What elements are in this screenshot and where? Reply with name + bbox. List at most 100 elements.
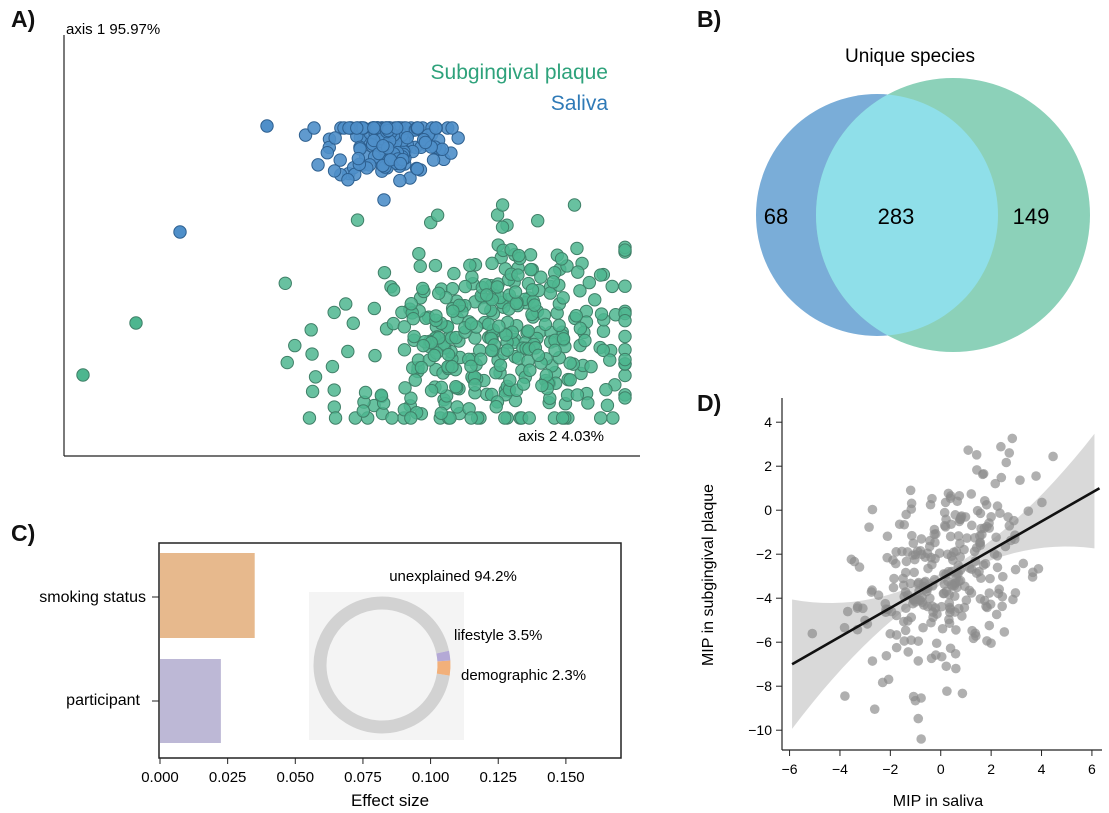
plaque-point <box>582 275 597 290</box>
mip-point <box>899 636 910 646</box>
plaque-point <box>498 411 512 425</box>
mip-point <box>996 472 1007 483</box>
plaque-point <box>445 359 459 374</box>
y-tick-label: −6 <box>756 634 772 650</box>
donut-slice-demographic <box>436 650 451 662</box>
plaque-point <box>350 213 365 227</box>
mip-point <box>962 533 972 543</box>
plaque-point <box>618 352 632 367</box>
saliva-point <box>445 121 459 135</box>
mip-point <box>971 450 982 460</box>
plaque-point <box>412 246 426 261</box>
mip-point <box>946 579 957 590</box>
plaque-point <box>573 321 588 336</box>
plaque-point <box>493 358 508 373</box>
mip-point <box>906 612 917 623</box>
mip-point <box>926 617 936 628</box>
mip-point <box>864 522 874 532</box>
plaque-point <box>618 368 632 383</box>
mip-point <box>931 638 942 649</box>
plaque-point <box>327 305 341 320</box>
plaque-point <box>406 311 420 326</box>
y-tick-label: −4 <box>756 590 772 606</box>
mip-points <box>807 433 1058 744</box>
mip-point <box>908 598 918 609</box>
x-tick-label: −2 <box>882 761 898 777</box>
plaque-points <box>76 198 632 425</box>
mip-point <box>908 691 919 702</box>
pcoa-x-axis-label: axis 2 4.03% <box>518 428 604 445</box>
plaque-point <box>499 328 513 342</box>
plaque-point <box>538 317 553 332</box>
saliva-point <box>400 130 414 145</box>
plaque-point <box>428 258 443 273</box>
mip-x-ticks: −6 −4 −2 0 2 4 6 <box>782 750 1096 777</box>
plaque-point <box>450 400 464 414</box>
panel-label-b: B) <box>697 6 722 32</box>
mip-point <box>984 588 995 598</box>
mip-y-ticks: 4 2 0 −2 −4 −6 −8 −10 <box>748 414 782 738</box>
mip-point <box>974 566 984 577</box>
x-tick-label: 0.150 <box>547 769 585 786</box>
plaque-point <box>521 324 535 338</box>
y-tick-label: 0 <box>764 502 772 518</box>
plaque-point <box>552 318 566 333</box>
bar-smoking-status <box>160 553 255 638</box>
mip-point <box>903 647 914 657</box>
plaque-point <box>458 279 472 294</box>
mip-point <box>867 504 878 515</box>
saliva-point <box>379 121 394 135</box>
mip-point <box>966 564 977 575</box>
plaque-point <box>618 313 632 328</box>
saliva-point <box>307 121 321 135</box>
panel-label-d: D) <box>697 390 722 416</box>
saliva-point <box>426 153 441 167</box>
mip-point <box>888 582 899 593</box>
saliva-point <box>328 131 342 145</box>
mip-point <box>873 590 884 601</box>
mip-point <box>996 441 1006 452</box>
plaque-point <box>305 347 319 361</box>
plaque-point <box>508 285 523 299</box>
plaque-point <box>367 301 382 316</box>
plaque-point <box>500 343 515 357</box>
saliva-point <box>350 121 364 135</box>
plaque-point <box>503 373 517 387</box>
x-tick-label: 4 <box>1038 761 1046 777</box>
mip-point <box>945 491 956 501</box>
plaque-point <box>556 332 571 346</box>
mip-point <box>1007 433 1018 444</box>
plaque-point <box>464 359 478 374</box>
mip-point <box>839 622 850 633</box>
plaque-point <box>594 307 609 321</box>
plaque-point <box>434 406 448 420</box>
category-smoking-status: smoking status <box>39 589 146 606</box>
saliva-point <box>298 128 313 142</box>
mip-point <box>912 546 923 556</box>
mip-point <box>981 601 991 612</box>
panel-label-c: C) <box>11 520 36 546</box>
venn-saliva-count: 68 <box>764 204 788 229</box>
panel-label-a: A) <box>11 6 36 32</box>
mip-point <box>961 595 972 606</box>
plaque-point <box>618 243 632 257</box>
venn-diagram: Unique species 68 283 149 <box>756 46 1090 352</box>
x-tick-label: 6 <box>1088 761 1096 777</box>
mip-point <box>985 573 995 584</box>
plaque-point <box>479 288 494 302</box>
mip-point <box>1023 506 1034 516</box>
mip-point <box>918 622 928 633</box>
mip-point <box>953 603 964 614</box>
plaque-point <box>76 368 90 382</box>
y-tick-label: 4 <box>764 414 772 430</box>
saliva-point <box>351 151 366 166</box>
plaque-point <box>554 252 569 266</box>
plaque-point <box>468 378 482 392</box>
saliva-point <box>451 131 465 145</box>
mip-point <box>978 468 989 479</box>
mip-point <box>939 579 950 589</box>
plaque-point <box>573 284 587 298</box>
mip-point <box>955 538 965 549</box>
mip-point <box>869 704 880 714</box>
saliva-points <box>173 119 465 239</box>
